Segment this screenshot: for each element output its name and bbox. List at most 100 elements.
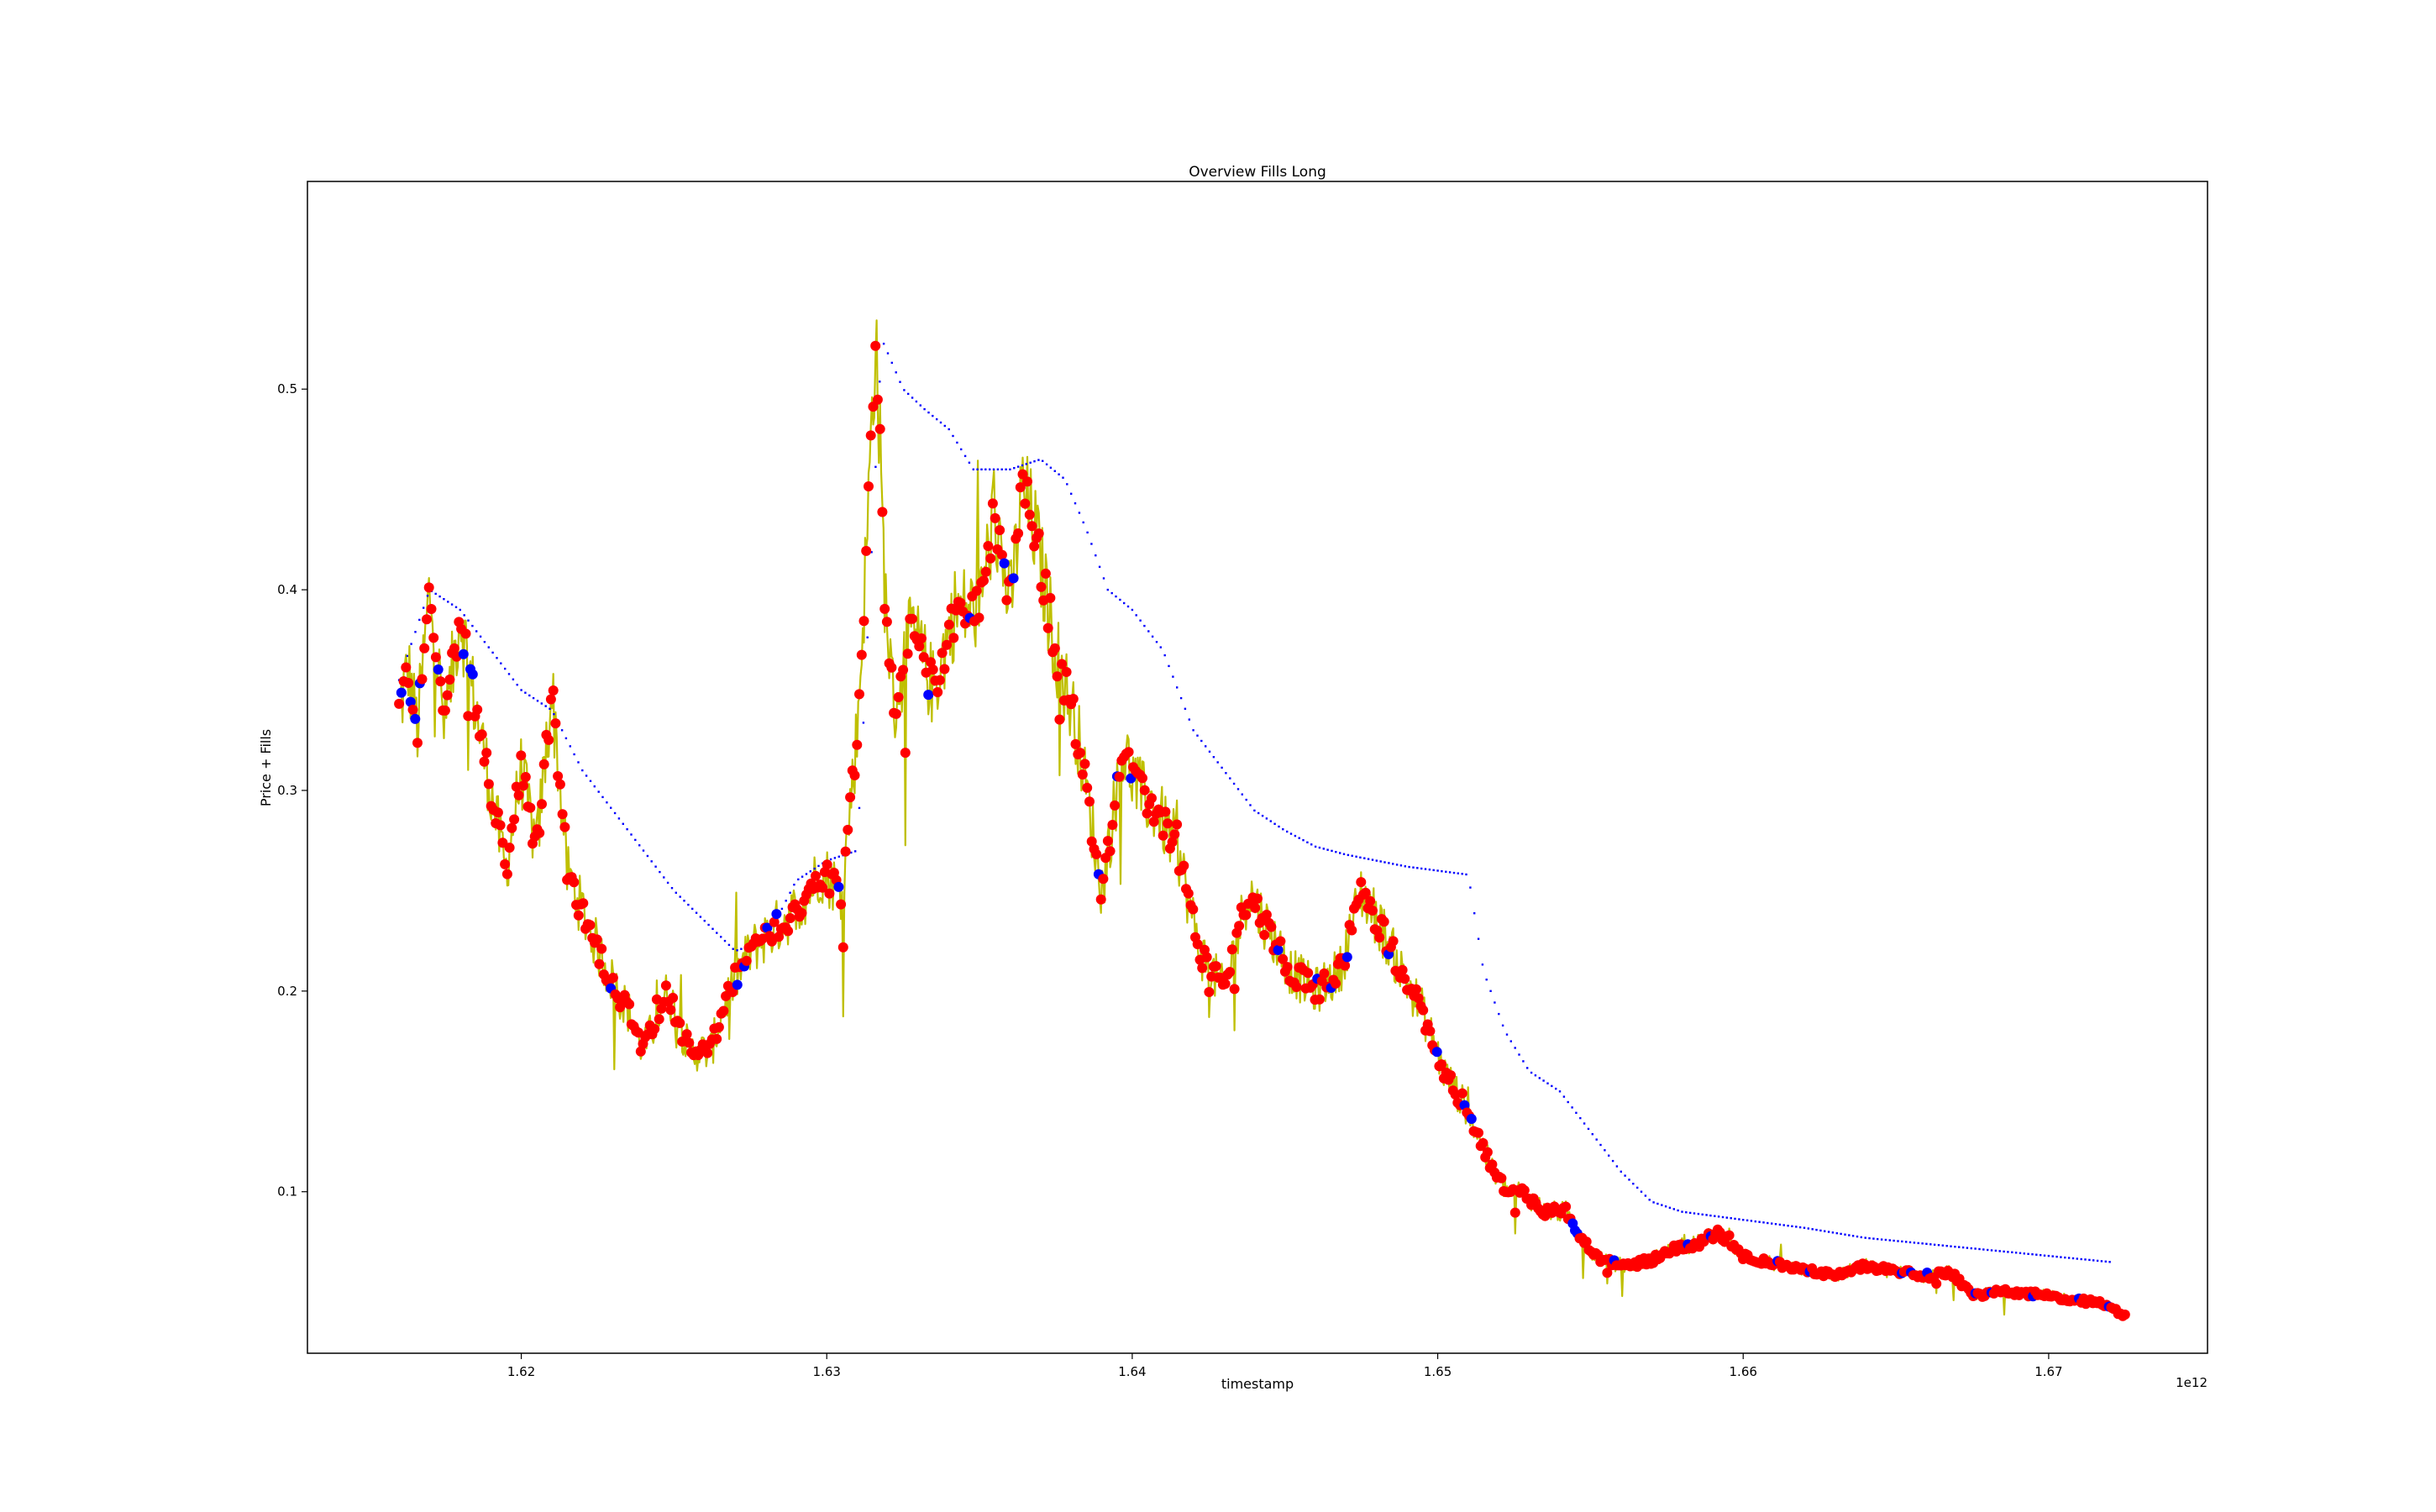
- sell-fill-marker: [837, 942, 848, 953]
- position-price-marker: [1037, 459, 1040, 461]
- position-price-marker: [1974, 1247, 1977, 1250]
- sell-fill-marker: [1040, 568, 1051, 579]
- sell-fill-marker: [995, 525, 1005, 536]
- position-price-marker: [1082, 521, 1084, 524]
- position-price-marker: [1379, 860, 1382, 863]
- position-price-marker: [1672, 1208, 1675, 1210]
- position-price-marker: [414, 631, 417, 633]
- x-axis-ticks: 1.62 1.63 1.64 1.65 1.66 1.67: [507, 1353, 2063, 1379]
- position-price-marker: [1877, 1237, 1879, 1241]
- sell-fill-marker: [811, 870, 821, 881]
- plot-area: [394, 319, 2130, 1321]
- position-price-marker: [890, 361, 893, 365]
- sell-fill-marker: [1015, 482, 1026, 493]
- sell-fill-marker: [974, 612, 984, 623]
- position-price-marker: [2067, 1257, 2071, 1259]
- position-price-marker: [1359, 856, 1362, 858]
- sell-fill-marker: [858, 616, 869, 627]
- sell-fill-marker: [548, 685, 559, 696]
- sell-fill-marker: [1026, 521, 1037, 532]
- y-tick-label: 0.2: [277, 984, 297, 999]
- position-price-marker: [1208, 750, 1211, 753]
- position-price-marker: [601, 795, 604, 799]
- position-price-marker: [2088, 1258, 2091, 1262]
- position-price-marker: [1884, 1238, 1887, 1242]
- sell-fill-marker: [879, 603, 890, 614]
- sell-fill-marker: [554, 779, 565, 790]
- position-price-marker: [2007, 1251, 2009, 1253]
- position-price-marker: [1730, 1217, 1732, 1220]
- position-price-marker: [2104, 1260, 2107, 1263]
- sell-fill-marker: [1252, 893, 1263, 904]
- position-price-marker: [1758, 1221, 1761, 1223]
- position-price-marker: [1232, 782, 1236, 785]
- position-price-marker: [895, 371, 897, 374]
- position-price-marker: [1771, 1222, 1773, 1225]
- chart-title: Overview Fills Long: [1189, 164, 1326, 181]
- sell-fill-marker: [902, 648, 913, 659]
- x-tick-label: 1.63: [813, 1364, 841, 1379]
- position-price-marker: [487, 646, 490, 648]
- position-price-marker: [1644, 1194, 1647, 1197]
- sell-fill-marker: [971, 585, 982, 596]
- position-price-marker: [418, 618, 421, 622]
- position-price-marker: [471, 624, 474, 627]
- position-price-marker: [1367, 858, 1370, 860]
- position-price-marker: [1469, 886, 1472, 889]
- position-price-marker: [691, 907, 694, 911]
- sell-fill-marker: [980, 566, 991, 577]
- position-price-marker: [2064, 1256, 2066, 1259]
- sell-fill-marker: [412, 738, 423, 748]
- sell-fill-marker: [1013, 528, 1024, 538]
- position-price-marker: [956, 441, 958, 444]
- position-price-marker: [1664, 1205, 1667, 1208]
- sell-fill-marker: [472, 704, 483, 715]
- position-price-marker: [1791, 1225, 1793, 1227]
- position-price-marker: [1501, 1024, 1504, 1026]
- sell-fill-marker: [1192, 939, 1203, 949]
- sell-fill-marker: [495, 820, 506, 831]
- position-price-marker: [438, 595, 441, 598]
- sell-fill-marker: [2119, 1310, 2130, 1320]
- sell-fill-marker: [870, 340, 881, 351]
- position-price-marker: [879, 381, 881, 383]
- position-price-marker: [1551, 1084, 1553, 1088]
- position-price-marker: [450, 603, 454, 606]
- sell-fill-marker: [684, 1037, 695, 1048]
- position-price-marker: [1640, 1190, 1643, 1193]
- sell-fill-marker: [1075, 748, 1085, 759]
- position-price-marker: [2035, 1253, 2038, 1256]
- sell-fill-marker: [1278, 953, 1289, 964]
- position-price-marker: [1029, 461, 1032, 464]
- buy-fill-marker: [467, 669, 478, 680]
- sell-fill-marker: [1340, 960, 1351, 971]
- position-price-marker: [1322, 848, 1325, 850]
- position-price-marker: [1408, 865, 1410, 869]
- sell-fill-marker: [504, 843, 515, 853]
- position-price-marker: [1168, 664, 1170, 668]
- position-price-marker: [1016, 465, 1020, 468]
- position-price-marker: [1123, 601, 1126, 605]
- sell-fill-marker: [596, 943, 607, 954]
- position-price-marker: [1681, 1210, 1683, 1213]
- position-price-marker: [1033, 460, 1036, 463]
- sell-fill-marker: [1220, 979, 1231, 990]
- position-price-marker: [1013, 467, 1016, 470]
- position-price-marker: [1925, 1242, 1928, 1245]
- x-tick-label: 1.66: [1730, 1364, 1757, 1379]
- position-price-marker: [1754, 1220, 1756, 1223]
- sell-fill-marker: [1275, 936, 1286, 947]
- y-axis-label: Price + Fills: [258, 729, 274, 806]
- sell-fill-marker: [479, 756, 490, 767]
- sell-fill-marker: [1204, 987, 1215, 997]
- position-price-marker: [1489, 990, 1492, 992]
- sell-fill-marker: [578, 898, 589, 909]
- position-price-marker: [1042, 459, 1044, 462]
- sell-fill-marker: [1225, 967, 1236, 978]
- y-axis-ticks: 0.1 0.2 0.3 0.4 0.5: [277, 381, 307, 1200]
- position-price-marker: [1494, 1001, 1496, 1004]
- buy-fill-marker: [1431, 1047, 1442, 1058]
- sell-fill-marker: [507, 822, 517, 833]
- position-price-marker: [606, 801, 608, 804]
- position-price-marker: [1546, 1082, 1549, 1084]
